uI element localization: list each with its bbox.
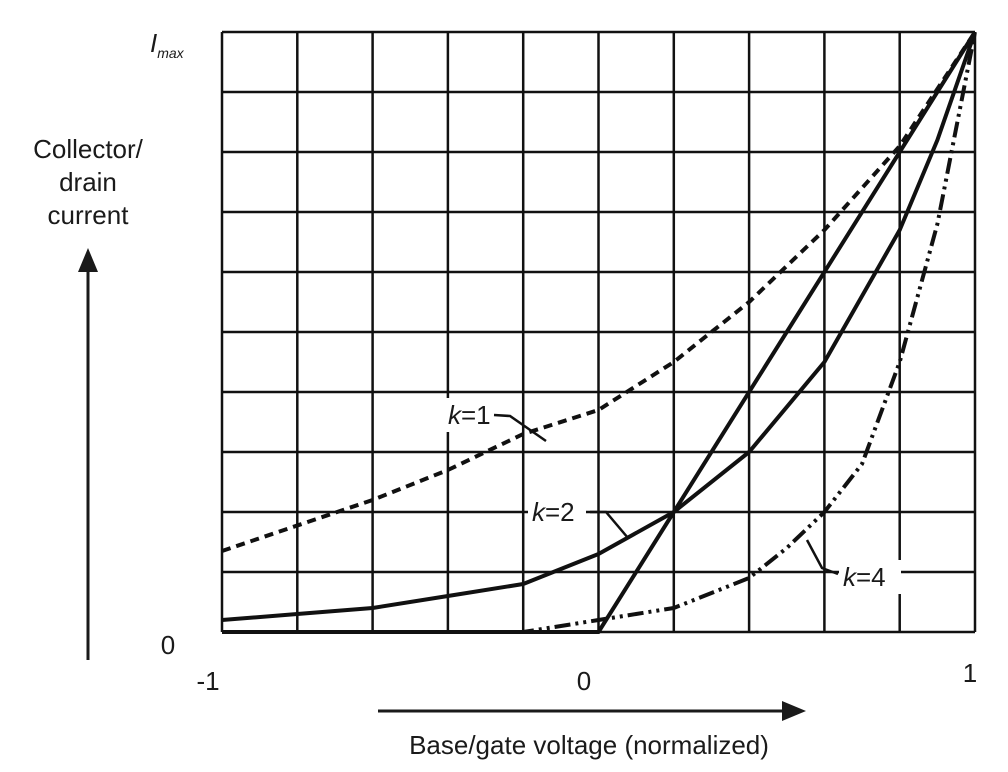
- grid: [220, 30, 977, 634]
- y-max-subscript: max: [157, 45, 184, 61]
- callout-leader-k-1: [493, 413, 547, 443]
- y-axis-label-line-3: current: [48, 200, 130, 230]
- y-axis-label-line-2: drain: [59, 167, 117, 197]
- callout-bg-k-2: [528, 495, 590, 529]
- x-axis-label: Base/gate voltage (normalized): [409, 730, 769, 760]
- series-label-k-1: k=1: [448, 400, 491, 430]
- y-max-symbol: I: [150, 28, 157, 58]
- curve-callouts: k=1k=2k=4: [444, 398, 901, 594]
- series-line-k-2: [221, 31, 977, 622]
- x-tick-label-max: 1: [963, 658, 977, 688]
- y-zero-label: 0: [161, 630, 175, 660]
- callout-k-1: k=1: [444, 398, 547, 443]
- series-label-rest-k-4: =4: [856, 562, 886, 592]
- x-tick-label-zero: 0: [577, 666, 591, 696]
- series-label-k-4: k=4: [843, 562, 886, 592]
- series-label-rest-k-2: =2: [545, 497, 575, 527]
- y-axis-arrow: [78, 248, 98, 660]
- series-label-k-2: k=2: [532, 497, 575, 527]
- curves: [221, 30, 977, 634]
- callout-leader-k-4: [805, 539, 839, 576]
- callout-k-4: k=4: [805, 539, 901, 594]
- y-max-label: Imax: [150, 28, 185, 61]
- x-tick-label-min: -1: [196, 666, 219, 696]
- series-line-k-1: [221, 30, 977, 553]
- callout-k-2: k=2: [528, 495, 629, 539]
- series-label-italic-k-2: k: [532, 497, 547, 527]
- y-axis-label-line-1: Collector/: [33, 134, 144, 164]
- series-label-rest-k-1: =1: [461, 400, 491, 430]
- series-label-italic-k-1: k: [448, 400, 463, 430]
- series-line-k-4: [222, 31, 977, 634]
- callout-leader-k-2: [586, 510, 629, 539]
- callout-bg-k-4: [839, 560, 901, 594]
- series-line-linear: [222, 30, 977, 634]
- x-axis-arrow: [378, 701, 806, 721]
- series-label-italic-k-4: k: [843, 562, 858, 592]
